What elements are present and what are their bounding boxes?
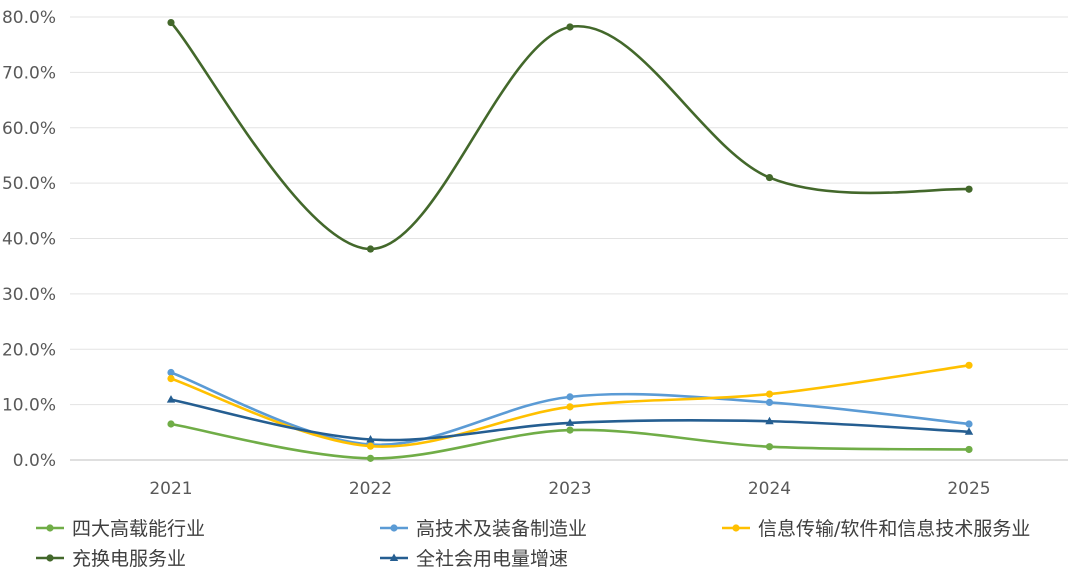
- y-tick-label: 40.0%: [2, 230, 56, 250]
- data-point: [964, 427, 974, 435]
- data-point: [366, 442, 375, 450]
- y-axis-ticks: 0.0% 10.0% 20.0% 30.0% 40.0% 50.0% 60.0% 70.0% 8…: [2, 8, 56, 471]
- x-tick-label: 2022: [349, 479, 392, 499]
- y-tick-label: 10.0%: [2, 396, 56, 416]
- y-tick-label: 50.0%: [2, 174, 56, 194]
- data-point: [965, 361, 973, 369]
- data-point: [366, 245, 375, 253]
- legend-item: 信息传输/软件和信息技术服务业: [722, 518, 1030, 540]
- data-point: [366, 435, 375, 443]
- series-line: [169, 21, 971, 251]
- data-point: [566, 403, 574, 411]
- legend-label: 全社会用电量增速: [416, 548, 568, 570]
- data-point: [167, 420, 175, 428]
- data-point: [765, 173, 774, 182]
- data-point: [765, 390, 774, 398]
- x-tick-label: 2024: [748, 479, 791, 499]
- legend-label: 信息传输/软件和信息技术服务业: [758, 518, 1030, 540]
- legend-item: 全社会用电量增速: [380, 548, 568, 570]
- y-tick-label: 30.0%: [2, 285, 56, 305]
- series-markers: [166, 18, 974, 462]
- legend-swatch-marker: [389, 553, 399, 561]
- y-tick-label: 0.0%: [13, 451, 56, 471]
- data-point: [167, 368, 175, 377]
- data-point: [566, 426, 574, 434]
- data-point: [765, 416, 774, 425]
- data-point: [167, 18, 175, 27]
- data-point: [565, 418, 575, 426]
- legend-swatch-marker: [46, 524, 54, 532]
- data-point: [566, 23, 574, 31]
- series-lines: [169, 21, 971, 460]
- legend-swatch-marker: [46, 554, 54, 562]
- data-point: [965, 185, 973, 193]
- y-tick-label: 80.0%: [2, 8, 56, 28]
- legend-label: 四大高载能行业: [72, 518, 205, 540]
- legend-item: 高技术及装备制造业: [380, 518, 587, 540]
- y-tick-label: 20.0%: [2, 340, 56, 360]
- legend-label: 高技术及装备制造业: [416, 518, 587, 540]
- legend-item: 充换电服务业: [36, 548, 186, 570]
- x-tick-label: 2023: [548, 479, 591, 499]
- y-tick-label: 60.0%: [2, 119, 56, 139]
- x-axis-ticks: 2021 2022 2023 2024 2025: [149, 479, 990, 499]
- data-point: [167, 374, 175, 383]
- data-point: [765, 443, 774, 451]
- data-point: [965, 445, 973, 454]
- legend-item: 四大高载能行业: [36, 518, 205, 540]
- legend-swatch-marker: [390, 524, 398, 532]
- y-tick-label: 70.0%: [2, 63, 56, 83]
- legend-swatch-marker: [732, 524, 740, 532]
- x-tick-label: 2021: [149, 479, 192, 499]
- legend-label: 充换电服务业: [72, 548, 186, 570]
- data-point: [765, 398, 774, 407]
- x-tick-label: 2025: [947, 479, 990, 499]
- data-point: [965, 420, 973, 428]
- data-point: [366, 454, 375, 462]
- data-point: [166, 395, 176, 403]
- data-point: [566, 393, 574, 401]
